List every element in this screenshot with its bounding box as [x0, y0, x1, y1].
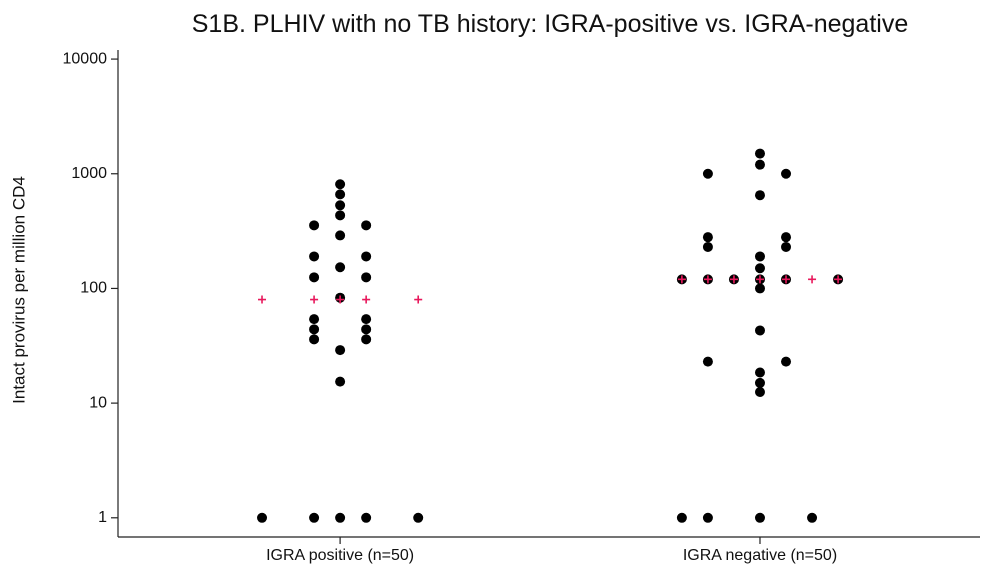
data-point [335, 512, 346, 523]
data-point [361, 251, 372, 262]
median-marker [258, 295, 267, 304]
data-point [702, 512, 713, 523]
data-point [309, 220, 320, 231]
median-marker [336, 295, 345, 304]
data-point [702, 241, 713, 252]
chart-title: S1B. PLHIV with no TB history: IGRA-posi… [192, 10, 908, 38]
median-marker [755, 275, 764, 284]
data-point [335, 262, 346, 273]
data-point [361, 220, 372, 231]
data-point [754, 367, 765, 378]
data-point [361, 334, 372, 345]
data-point [754, 512, 765, 523]
median-marker [782, 275, 791, 284]
x-tick-label: IGRA negative (n=50) [683, 547, 837, 564]
data-point [781, 232, 792, 243]
data-point [702, 168, 713, 179]
median-marker [414, 295, 423, 304]
y-tick-label: 10 [89, 394, 107, 411]
data-point [676, 512, 687, 523]
median-marker [703, 275, 712, 284]
y-tick-label: 1000 [71, 165, 107, 182]
data-point [309, 272, 320, 283]
data-point [754, 387, 765, 398]
data-point [361, 272, 372, 283]
y-axis-label: Intact provirus per million CD4 [9, 176, 28, 404]
data-point [309, 251, 320, 262]
data-point [335, 376, 346, 387]
data-point [702, 356, 713, 367]
median-marker [362, 295, 371, 304]
data-point [361, 512, 372, 523]
data-point [807, 512, 818, 523]
data-point [335, 179, 346, 190]
data-point [361, 314, 372, 325]
data-point [257, 512, 268, 523]
data-point [335, 345, 346, 356]
data-point [781, 241, 792, 252]
median-marker [310, 295, 319, 304]
data-point [309, 314, 320, 325]
data-point [335, 230, 346, 241]
data-point [754, 325, 765, 336]
median-marker [834, 275, 843, 284]
data-point [754, 263, 765, 274]
data-point [754, 148, 765, 159]
data-point [754, 283, 765, 294]
data-point [413, 512, 424, 523]
median-marker [729, 275, 738, 284]
data-point [754, 377, 765, 388]
data-point [361, 324, 372, 335]
y-tick-label: 10000 [63, 50, 108, 67]
data-point [309, 334, 320, 345]
x-tick-label: IGRA positive (n=50) [266, 547, 414, 564]
data-point [754, 251, 765, 262]
data-point [754, 159, 765, 170]
data-point [754, 190, 765, 201]
y-tick-label: 100 [80, 280, 107, 297]
data-point [309, 512, 320, 523]
data-point [335, 210, 346, 221]
data-point [335, 189, 346, 200]
data-point [702, 232, 713, 243]
median-marker [808, 275, 817, 284]
median-marker [677, 275, 686, 284]
y-tick-label: 1 [98, 509, 107, 526]
data-point [781, 356, 792, 367]
data-point [781, 168, 792, 179]
data-point [309, 324, 320, 335]
data-point [335, 200, 346, 211]
